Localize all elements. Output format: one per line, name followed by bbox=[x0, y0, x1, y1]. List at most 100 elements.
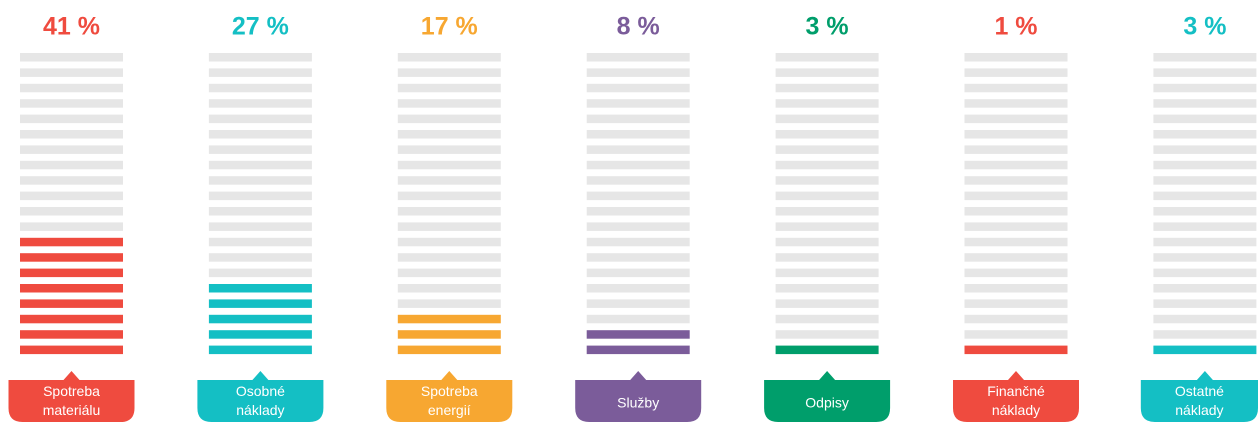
category-label: Spotreba materiálu bbox=[43, 383, 101, 418]
category-label: Odpisy bbox=[805, 395, 849, 411]
track-stripe bbox=[964, 284, 1068, 293]
track-stripe bbox=[586, 99, 690, 108]
bar-stripe bbox=[397, 345, 501, 355]
value-label: 3 % bbox=[806, 13, 849, 41]
track-stripe bbox=[586, 176, 690, 185]
bar-stripe bbox=[397, 330, 501, 339]
track-stripe bbox=[397, 145, 501, 154]
track-stripe bbox=[964, 253, 1068, 262]
track-stripe bbox=[20, 99, 123, 108]
track-stripe bbox=[586, 114, 690, 124]
bar-stripe bbox=[20, 314, 123, 324]
bar-stripe bbox=[20, 268, 123, 278]
track-stripe bbox=[586, 68, 690, 77]
track-stripe bbox=[397, 53, 501, 62]
track-stripe bbox=[1153, 284, 1257, 293]
category-label: Ostatné náklady bbox=[1175, 383, 1224, 418]
category-label: Spotreba energií bbox=[421, 383, 478, 418]
track-stripe bbox=[397, 176, 501, 185]
track-stripe bbox=[208, 222, 312, 231]
track-stripe bbox=[586, 299, 690, 308]
track-stripe bbox=[1153, 191, 1257, 201]
value-label: 41 % bbox=[43, 13, 100, 41]
track-stripe bbox=[397, 130, 501, 139]
track-stripe bbox=[1153, 53, 1257, 62]
bar bbox=[20, 53, 123, 355]
track-stripe bbox=[208, 191, 312, 201]
track-stripe bbox=[586, 160, 690, 170]
bar-stripe bbox=[208, 314, 312, 324]
track-stripe bbox=[964, 145, 1068, 154]
value-label: 17 % bbox=[421, 13, 478, 41]
category-box bbox=[386, 371, 513, 422]
track-stripe bbox=[1153, 314, 1257, 324]
track-stripe bbox=[586, 222, 690, 231]
track-stripe bbox=[20, 114, 123, 124]
category-box bbox=[8, 371, 135, 422]
category-box bbox=[575, 371, 702, 422]
category-label: Finančné náklady bbox=[987, 383, 1045, 418]
bar-stripe bbox=[20, 253, 123, 262]
track-stripe bbox=[397, 284, 501, 293]
track-stripe bbox=[20, 145, 123, 154]
bar-stripe bbox=[586, 345, 690, 355]
track-stripe bbox=[586, 237, 690, 247]
track-stripe bbox=[964, 68, 1068, 77]
track-stripe bbox=[397, 222, 501, 231]
bar-stripe bbox=[20, 299, 123, 308]
track-stripe bbox=[1153, 330, 1257, 339]
track-stripe bbox=[208, 99, 312, 108]
track-stripe bbox=[397, 299, 501, 308]
track-stripe bbox=[20, 83, 123, 93]
track-stripe bbox=[20, 222, 123, 231]
bar bbox=[586, 53, 690, 355]
track-stripe bbox=[1153, 299, 1257, 308]
track-stripe bbox=[775, 176, 879, 185]
track-stripe bbox=[1153, 145, 1257, 154]
track-stripe bbox=[1153, 83, 1257, 93]
track-stripe bbox=[964, 299, 1068, 308]
track-stripe bbox=[964, 222, 1068, 231]
track-stripe bbox=[775, 222, 879, 231]
track-stripe bbox=[20, 207, 123, 216]
track-stripe bbox=[1153, 130, 1257, 139]
track-stripe bbox=[208, 83, 312, 93]
track-stripe bbox=[586, 284, 690, 293]
track-stripe bbox=[208, 253, 312, 262]
track-stripe bbox=[586, 268, 690, 278]
track-stripe bbox=[775, 53, 879, 62]
category-box bbox=[1140, 371, 1258, 422]
bar-stripe bbox=[20, 284, 123, 293]
track-stripe bbox=[964, 99, 1068, 108]
track-stripe bbox=[964, 207, 1068, 216]
track-stripe bbox=[208, 160, 312, 170]
track-stripe bbox=[775, 299, 879, 308]
track-stripe bbox=[775, 68, 879, 77]
value-label: 3 % bbox=[1183, 13, 1226, 41]
track-stripe bbox=[397, 99, 501, 108]
track-stripe bbox=[775, 114, 879, 124]
track-stripe bbox=[1153, 114, 1257, 124]
track-stripe bbox=[1153, 99, 1257, 108]
bar-stripe bbox=[775, 345, 879, 355]
track-stripe bbox=[775, 253, 879, 262]
track-stripe bbox=[208, 114, 312, 124]
track-stripe bbox=[1153, 176, 1257, 185]
track-stripe bbox=[775, 237, 879, 247]
track-stripe bbox=[964, 176, 1068, 185]
track-stripe bbox=[775, 130, 879, 139]
track-stripe bbox=[775, 268, 879, 278]
track-stripe bbox=[397, 68, 501, 77]
track-stripe bbox=[586, 130, 690, 139]
track-stripe bbox=[20, 191, 123, 201]
track-stripe bbox=[586, 207, 690, 216]
track-stripe bbox=[20, 53, 123, 62]
track-stripe bbox=[20, 176, 123, 185]
track-stripe bbox=[397, 253, 501, 262]
bar-stripe bbox=[397, 314, 501, 324]
track-stripe bbox=[208, 130, 312, 139]
bar-stripe bbox=[208, 299, 312, 308]
category-label: Služby bbox=[617, 395, 659, 411]
bar-stripe bbox=[20, 345, 123, 355]
